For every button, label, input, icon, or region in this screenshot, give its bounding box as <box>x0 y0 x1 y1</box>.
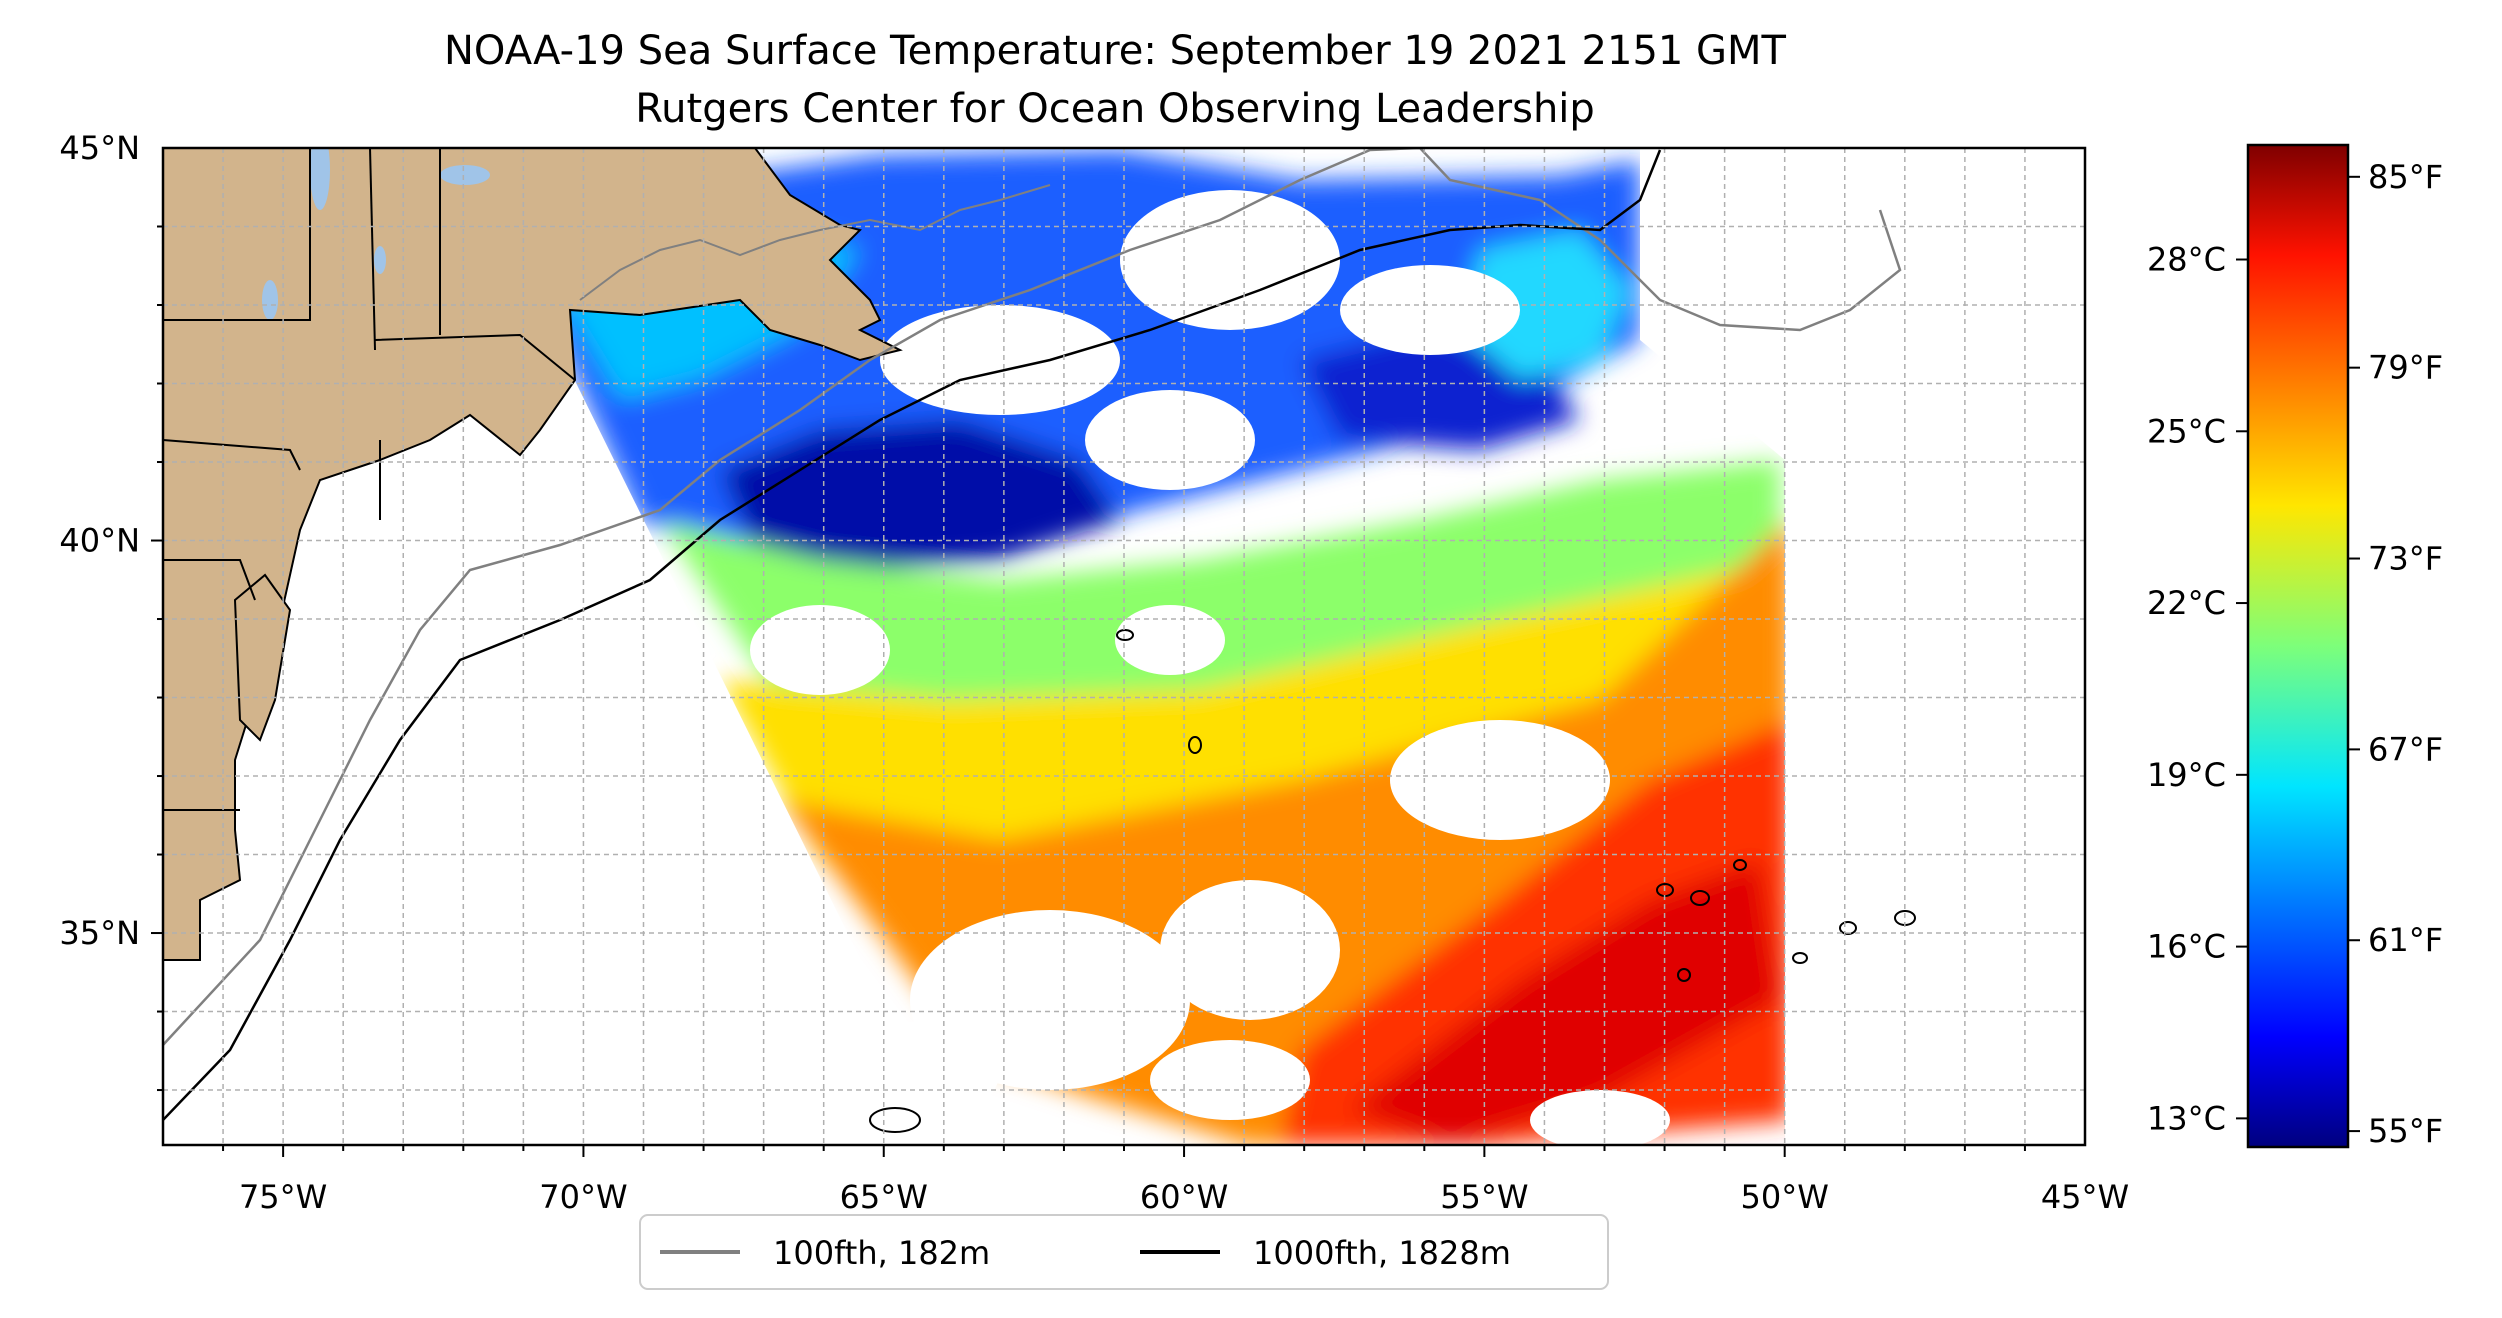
cloud-gap <box>1085 390 1255 490</box>
state-border <box>163 559 256 601</box>
longitude-label: 45°W <box>2041 1178 2129 1216</box>
lake <box>374 246 386 274</box>
celsius-tick-label: 16°C <box>2147 928 2226 966</box>
seamount <box>1677 968 1691 982</box>
longitude-label: 75°W <box>239 1178 327 1216</box>
lake <box>262 280 278 320</box>
fahrenheit-tick-label: 61°F <box>2368 921 2443 959</box>
isobath-100fth <box>163 148 1902 1046</box>
land-delmarva <box>233 573 292 742</box>
figure-subtitle: Rutgers Center for Ocean Observing Leade… <box>635 86 1595 132</box>
legend-box <box>639 1214 1609 1290</box>
cloud-gap <box>880 305 1120 415</box>
cloud-gap <box>1390 720 1610 840</box>
bermuda-outline <box>869 1107 921 1133</box>
lake <box>310 148 330 210</box>
fahrenheit-tick-label: 55°F <box>2368 1112 2443 1150</box>
seamount <box>1733 859 1747 871</box>
cloud-gap <box>1340 265 1520 355</box>
celsius-tick-label: 28°C <box>2147 241 2226 279</box>
colorbar-gradient <box>2246 143 2350 1149</box>
seamount <box>1839 921 1857 935</box>
celsius-tick-label: 19°C <box>2147 756 2226 794</box>
legend-label-100fth: 100fth, 182m <box>773 1234 990 1272</box>
map-gridlines <box>163 148 2085 1145</box>
sst-hot-core <box>1350 860 1780 1145</box>
latitude-label: 40°N <box>59 522 140 560</box>
isobath-100fth-gom <box>579 184 1051 301</box>
cloud-gap <box>1120 190 1340 330</box>
colorbar-celsius-ticks: 28°C 25°C 22°C 19°C 16°C 13°C <box>2147 241 2248 1137</box>
seamount <box>1116 629 1134 641</box>
sst-transition-band <box>660 460 1780 720</box>
cloud-gap <box>1150 1040 1310 1120</box>
seamount <box>1188 736 1202 754</box>
cloud-gap <box>750 605 890 695</box>
longitude-label: 65°W <box>840 1178 928 1216</box>
cloud-gap <box>1115 605 1225 675</box>
latitude-label: 35°N <box>59 914 140 952</box>
lake <box>440 165 490 185</box>
seamount <box>1792 952 1808 964</box>
cloud-gap <box>1160 880 1340 1020</box>
cloud-gap <box>1530 1090 1670 1145</box>
fahrenheit-tick-label: 73°F <box>2368 540 2443 578</box>
colorbar: 28°C 25°C 22°C 19°C 16°C 13°C 85°F 79°F 73°F 67°… <box>2147 143 2443 1150</box>
legend-label-1000fth: 1000fth, 1828m <box>1253 1234 1511 1272</box>
longitude-labels: 75°W 70°W 65°W 60°W 55°W 50°W 45°W <box>239 1178 2129 1216</box>
latitude-label: 45°N <box>59 129 140 167</box>
state-border <box>374 333 576 381</box>
celsius-tick-label: 22°C <box>2147 584 2226 622</box>
swath-mask-southwest <box>930 1100 1080 1145</box>
fahrenheit-tick-label: 67°F <box>2368 730 2443 768</box>
sst-yellow-band <box>720 560 1780 900</box>
swath-mask-east <box>1640 148 2085 1145</box>
legend: 100fth, 182m 1000fth, 1828m <box>639 1214 1609 1290</box>
longitude-label: 70°W <box>539 1178 627 1216</box>
longitude-label: 50°W <box>1741 1178 1829 1216</box>
longitude-label: 55°W <box>1440 1178 1528 1216</box>
cloud-gaps <box>750 190 1670 1145</box>
figure-title: NOAA-19 Sea Surface Temperature: Septemb… <box>444 28 1787 74</box>
longitude-label: 60°W <box>1140 1178 1228 1216</box>
fahrenheit-tick-label: 85°F <box>2368 158 2443 196</box>
map-area <box>163 148 2085 1145</box>
state-border <box>163 148 311 321</box>
fahrenheit-tick-label: 79°F <box>2368 349 2443 387</box>
celsius-tick-label: 25°C <box>2147 412 2226 450</box>
latitude-labels: 35°N 40°N 45°N <box>59 129 140 952</box>
colorbar-fahrenheit-ticks: 85°F 79°F 73°F 67°F 61°F 55°F <box>2348 158 2443 1150</box>
state-border <box>369 148 376 351</box>
seamount <box>1690 890 1710 906</box>
state-border <box>163 439 301 471</box>
map-tick-marks <box>151 225 2026 1157</box>
state-borders <box>163 148 576 811</box>
celsius-tick-label: 13°C <box>2147 1099 2226 1137</box>
